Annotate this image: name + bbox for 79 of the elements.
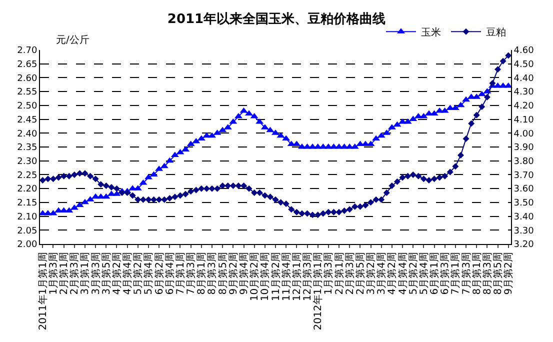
x-tick-label: 5月第4周 bbox=[142, 252, 155, 295]
x-tick-label: 8月第3周 bbox=[206, 252, 218, 295]
y-tick-label: 2.25 bbox=[17, 170, 38, 181]
x-tick-label: 8月第5周 bbox=[492, 252, 504, 295]
x-tick-label: 10月第4周 bbox=[259, 252, 272, 302]
x-tick-label: 2月第1周 bbox=[58, 252, 70, 295]
x-tick-label: 1月第3周 bbox=[47, 252, 60, 295]
y2-tick-label: 3.70 bbox=[514, 170, 534, 181]
y-tick-label: 2.55 bbox=[17, 88, 38, 98]
y2-tick-label: 4.40 bbox=[514, 74, 534, 84]
y2-tick-label: 3.80 bbox=[514, 157, 534, 168]
y2-tick-label: 4.30 bbox=[514, 88, 534, 98]
x-tick-label: 11月第4周 bbox=[280, 252, 292, 302]
x-tick-label: 3月第1周 bbox=[79, 252, 92, 295]
x-tick-label: 2月第1周 bbox=[333, 252, 346, 295]
x-tick-label: 8月第1周 bbox=[470, 252, 483, 295]
x-tick-label: 9月第2周 bbox=[227, 252, 240, 295]
x-tick-label: 7月第3周 bbox=[460, 252, 472, 295]
x-tick-label: 12月第3周 bbox=[302, 252, 314, 302]
y-tick-label: 2.20 bbox=[17, 184, 38, 195]
legend-label: 玉米 bbox=[421, 26, 441, 39]
x-tick-label: 6月第2周 bbox=[153, 252, 166, 295]
x-tick-label: 9月第2周 bbox=[502, 252, 515, 295]
y2-tick-label: 3.50 bbox=[514, 198, 534, 209]
y2-tick-label: 3.20 bbox=[514, 240, 534, 250]
y-tick-label: 2.40 bbox=[17, 129, 38, 140]
y-tick-label: 2.45 bbox=[17, 115, 38, 126]
x-tick-label: 7月第1周 bbox=[450, 252, 462, 295]
x-tick-label: 1月第3周 bbox=[322, 252, 335, 295]
y-tick-label: 2.70 bbox=[17, 46, 38, 56]
x-tick-label: 11月第2周 bbox=[270, 252, 282, 302]
x-tick-label: 3月第2周 bbox=[365, 252, 378, 295]
x-tick-label: 7月第3周 bbox=[185, 252, 198, 295]
y2-tick-label: 3.90 bbox=[514, 143, 534, 154]
x-tick-label: 12月第1周 bbox=[290, 252, 303, 302]
x-tick-label: 2月第3周 bbox=[68, 252, 81, 295]
x-tick-label: 7月第1周 bbox=[174, 252, 186, 295]
x-tick-label: 4月第2周 bbox=[110, 252, 123, 295]
x-tick-label: 5月第4周 bbox=[418, 252, 430, 295]
x-tick-label: 9月第4周 bbox=[238, 252, 250, 295]
y2-tick-label: 4.20 bbox=[514, 102, 534, 112]
x-tick-label: 5月第2周 bbox=[407, 252, 420, 295]
legend-label: 豆粕 bbox=[486, 28, 506, 39]
x-tick-label: 5月第2周 bbox=[132, 252, 144, 295]
x-tick-label: 6月第1周 bbox=[428, 252, 441, 295]
x-tick-label: 2012年1月第1周 bbox=[312, 252, 324, 330]
y-tick-label: 2.50 bbox=[17, 102, 38, 112]
x-tick-label: 8月第3周 bbox=[481, 252, 494, 295]
x-tick-label: 3月第4周 bbox=[376, 252, 388, 295]
x-tick-label: 8月第5周 bbox=[216, 252, 229, 295]
x-tick-label: 10月第2周 bbox=[248, 252, 261, 302]
y2-tick-label: 4.10 bbox=[514, 115, 534, 126]
y2-tick-label: 3.30 bbox=[514, 226, 534, 236]
y-tick-label: 2.05 bbox=[17, 226, 38, 236]
y-axis-title: 元/公斤 bbox=[56, 34, 90, 46]
y-tick-label: 2.30 bbox=[17, 157, 38, 168]
y-tick-label: 2.60 bbox=[17, 74, 38, 84]
y-tick-label: 2.15 bbox=[17, 198, 38, 209]
x-tick-label: 6月第3周 bbox=[439, 252, 452, 295]
y2-tick-label: 4.00 bbox=[514, 129, 534, 140]
x-tick-label: 8月第1周 bbox=[196, 252, 208, 295]
y-tick-label: 2.10 bbox=[17, 212, 38, 222]
y-tick-label: 2.00 bbox=[17, 240, 38, 250]
y2-tick-label: 3.40 bbox=[514, 212, 534, 222]
y-tick-label: 2.35 bbox=[17, 143, 38, 154]
x-tick-label: 6月第4周 bbox=[164, 252, 176, 295]
y2-tick-label: 4.60 bbox=[514, 46, 534, 56]
y2-tick-label: 3.60 bbox=[514, 184, 534, 195]
chart-title: 2011年以来全国玉米、豆粕价格曲线 bbox=[167, 12, 386, 27]
x-tick-label: 3月第5周 bbox=[100, 252, 112, 295]
x-tick-label: 4月第4周 bbox=[396, 252, 409, 295]
x-tick-label: 2月第5周 bbox=[354, 252, 366, 295]
x-tick-label: 4月第4周 bbox=[122, 252, 134, 295]
x-tick-label: 4月第2周 bbox=[386, 252, 398, 295]
x-tick-label: 2011年1月第1周 bbox=[36, 252, 49, 330]
y-tick-label: 2.65 bbox=[17, 60, 38, 70]
y2-tick-label: 4.50 bbox=[514, 60, 534, 70]
x-tick-label: 3月第3周 bbox=[90, 252, 102, 295]
x-tick-label: 2月第3周 bbox=[344, 252, 356, 295]
